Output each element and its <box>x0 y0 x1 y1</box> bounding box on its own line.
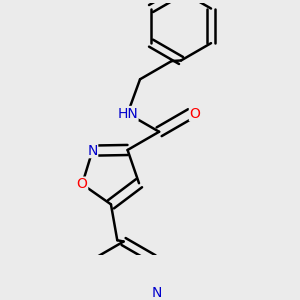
Text: HN: HN <box>117 106 138 121</box>
Text: N: N <box>87 144 98 158</box>
Text: N: N <box>151 286 162 300</box>
Text: O: O <box>190 106 200 121</box>
Text: O: O <box>77 177 88 191</box>
